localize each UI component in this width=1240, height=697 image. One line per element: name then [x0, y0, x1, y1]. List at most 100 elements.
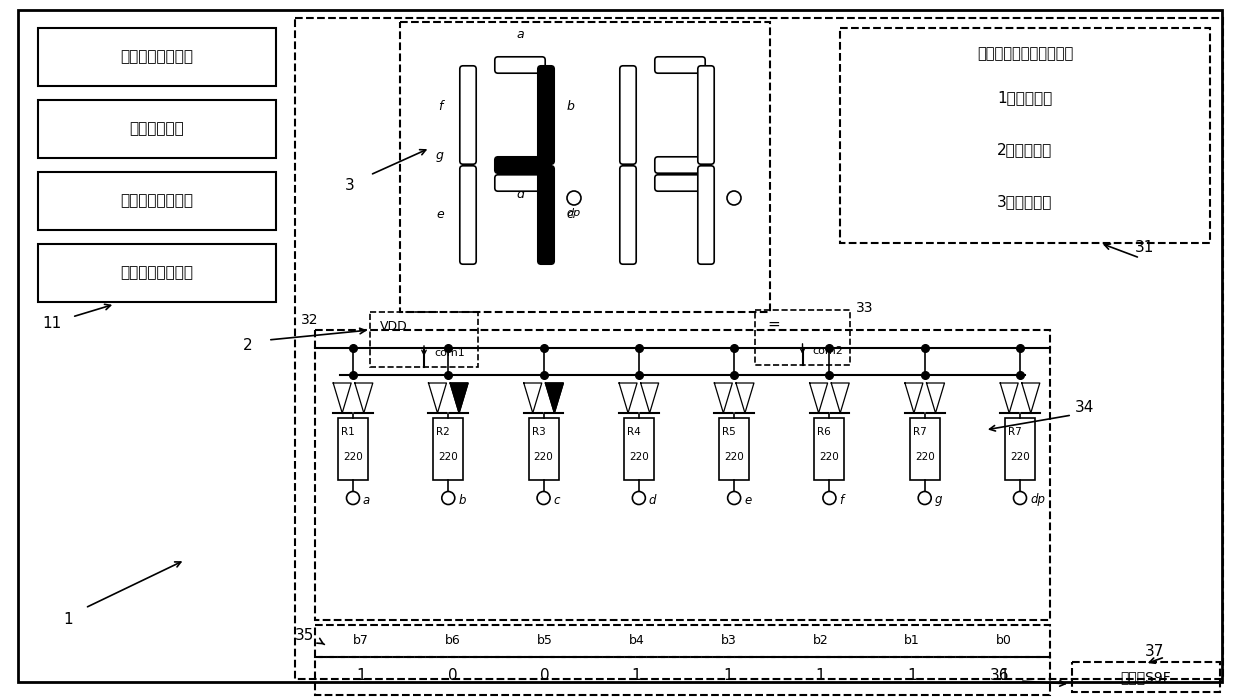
Text: 两位七段码的引脚: 两位七段码的引脚: [120, 49, 193, 65]
Circle shape: [441, 491, 455, 505]
Circle shape: [346, 491, 360, 505]
Text: 1）关片选；: 1）关片选；: [997, 91, 1053, 105]
Text: 33: 33: [857, 301, 874, 315]
Bar: [38, 100, 277, 158]
Bar: [315, 657, 1050, 695]
FancyBboxPatch shape: [698, 166, 714, 264]
Text: c: c: [553, 493, 560, 507]
Bar: [528, 418, 558, 480]
Text: R6: R6: [817, 427, 831, 437]
Polygon shape: [1022, 383, 1040, 413]
Polygon shape: [523, 383, 542, 413]
Circle shape: [632, 491, 645, 505]
Text: f: f: [839, 493, 843, 507]
Text: 220: 220: [820, 452, 839, 462]
Text: b1: b1: [904, 634, 920, 648]
FancyBboxPatch shape: [655, 157, 706, 173]
Text: 1: 1: [724, 668, 733, 684]
FancyBboxPatch shape: [460, 66, 476, 164]
Text: a: a: [363, 493, 371, 507]
Polygon shape: [831, 383, 849, 413]
Text: 220: 220: [1011, 452, 1030, 462]
Text: 1: 1: [816, 668, 825, 684]
Text: g: g: [935, 493, 942, 507]
FancyBboxPatch shape: [495, 56, 546, 73]
Polygon shape: [355, 383, 373, 413]
Text: 220: 220: [533, 452, 553, 462]
Bar: [839, 28, 1210, 243]
Text: e: e: [436, 208, 444, 222]
FancyBboxPatch shape: [655, 175, 706, 191]
Bar: [910, 418, 940, 480]
FancyBboxPatch shape: [620, 66, 636, 164]
Bar: [719, 418, 749, 480]
Polygon shape: [905, 383, 923, 413]
Polygon shape: [450, 383, 467, 413]
Text: 段码：S9F: 段码：S9F: [1121, 670, 1172, 684]
Text: 37: 37: [1146, 645, 1164, 659]
Text: 3: 3: [345, 178, 355, 192]
Text: d: d: [516, 188, 525, 201]
Bar: [339, 418, 368, 480]
Text: 3）开片选。: 3）开片选。: [997, 194, 1053, 210]
Text: b: b: [459, 493, 466, 507]
Polygon shape: [429, 383, 446, 413]
Text: R5: R5: [722, 427, 735, 437]
Bar: [370, 312, 477, 367]
Text: 1: 1: [631, 668, 641, 684]
FancyBboxPatch shape: [495, 175, 546, 191]
Text: 220: 220: [724, 452, 744, 462]
Text: 两位七段码的控制: 两位七段码的控制: [120, 266, 193, 280]
Bar: [815, 418, 844, 480]
Polygon shape: [546, 383, 563, 413]
FancyBboxPatch shape: [698, 66, 714, 164]
Text: g: g: [436, 149, 444, 162]
Text: 0: 0: [539, 668, 549, 684]
Text: 36: 36: [991, 668, 1009, 684]
FancyBboxPatch shape: [495, 157, 546, 173]
Bar: [624, 418, 653, 480]
Text: 220: 220: [343, 452, 363, 462]
Text: 11: 11: [42, 316, 62, 332]
Text: 35: 35: [295, 629, 315, 643]
Bar: [433, 418, 464, 480]
Text: 1: 1: [999, 668, 1009, 684]
Text: b5: b5: [537, 634, 553, 648]
Text: dp: dp: [1030, 493, 1045, 507]
FancyBboxPatch shape: [620, 166, 636, 264]
Bar: [38, 244, 277, 302]
Polygon shape: [1001, 383, 1018, 413]
Text: b2: b2: [812, 634, 828, 648]
Text: 1: 1: [356, 668, 366, 684]
Text: R7: R7: [913, 427, 926, 437]
Text: R3: R3: [532, 427, 546, 437]
Text: 34: 34: [1075, 401, 1095, 415]
Text: 2: 2: [243, 337, 253, 353]
Text: R4: R4: [627, 427, 641, 437]
Text: b0: b0: [996, 634, 1012, 648]
Text: b6: b6: [445, 634, 461, 648]
Polygon shape: [926, 383, 945, 413]
Circle shape: [823, 491, 836, 505]
Text: d: d: [649, 493, 656, 507]
Bar: [401, 22, 770, 312]
Text: 多位数码管的控制步骤：: 多位数码管的控制步骤：: [977, 47, 1073, 61]
Bar: [1004, 418, 1035, 480]
Text: b4: b4: [629, 634, 645, 648]
Bar: [295, 18, 1223, 679]
Bar: [1073, 662, 1220, 692]
Circle shape: [1013, 491, 1027, 505]
FancyBboxPatch shape: [538, 66, 554, 164]
Text: dp: dp: [567, 208, 582, 218]
Circle shape: [567, 191, 582, 205]
Circle shape: [728, 491, 740, 505]
Text: com1: com1: [434, 348, 465, 358]
FancyBboxPatch shape: [655, 56, 706, 73]
Bar: [38, 28, 277, 86]
Bar: [315, 625, 1050, 657]
Text: b: b: [567, 100, 574, 112]
Text: 0: 0: [448, 668, 458, 684]
Text: 32: 32: [301, 313, 319, 327]
Text: 220: 220: [915, 452, 935, 462]
Text: com2: com2: [812, 346, 843, 356]
